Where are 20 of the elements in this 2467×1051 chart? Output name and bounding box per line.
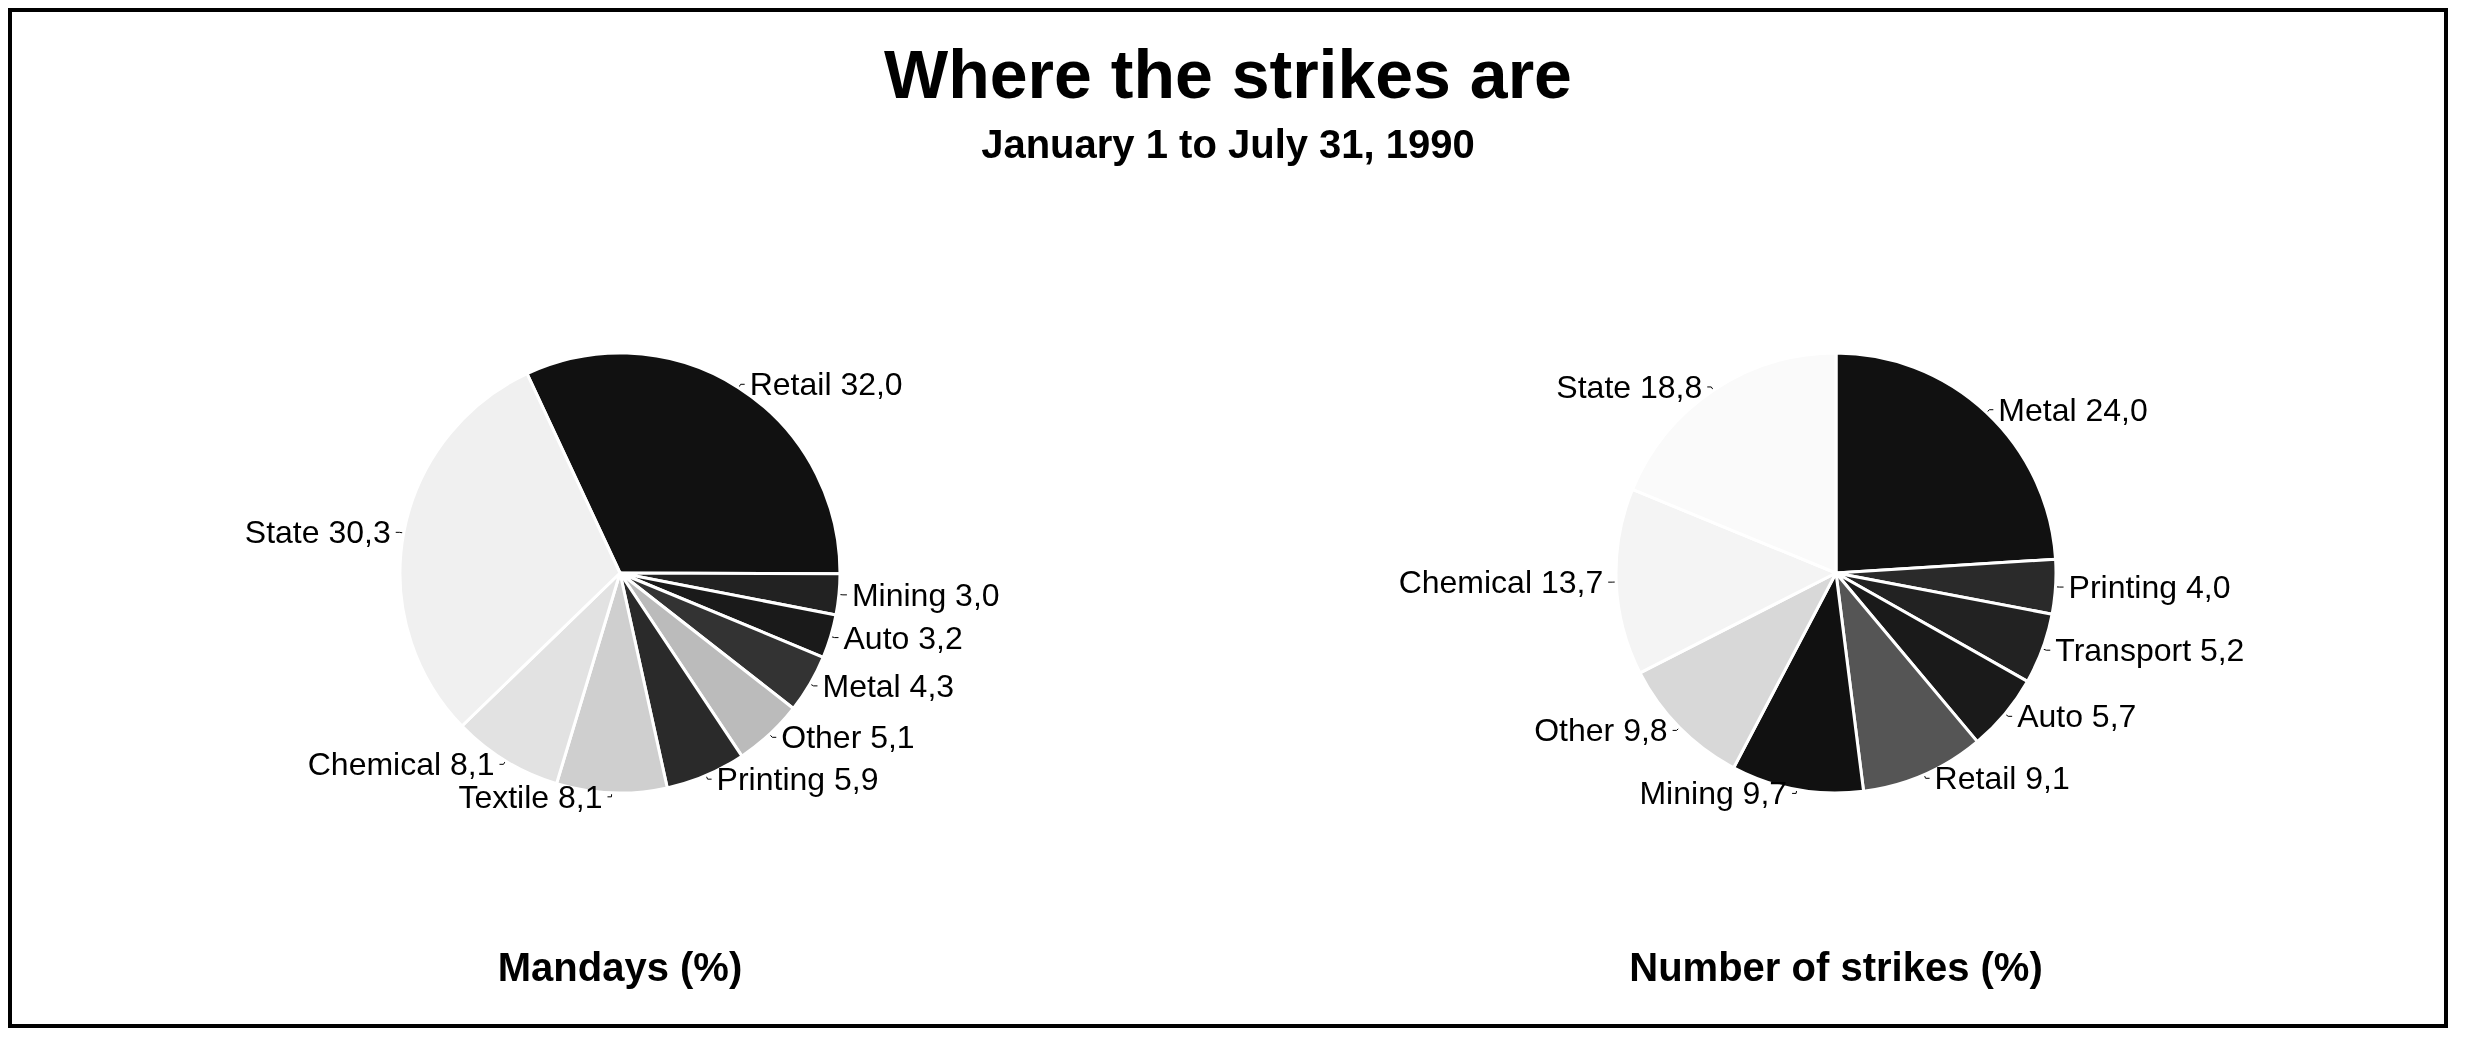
- slice-label: Mining 9,7: [1639, 775, 1788, 812]
- slice-label: Other 9,8: [1534, 712, 1668, 749]
- slice-label: Chemical 13,7: [1398, 564, 1604, 601]
- slice-label: Retail 9,1: [1934, 760, 2070, 797]
- text: Mandays (%): [497, 945, 743, 989]
- slice-label: Metal 4,3: [822, 667, 955, 704]
- text: January 1 to July 31, 1990: [980, 121, 1476, 168]
- slice-label: Retail 32,0: [749, 366, 903, 403]
- text: Number of strikes (%): [1629, 945, 2043, 989]
- slice-label: Mining 3,0: [851, 576, 1000, 613]
- slice-label: State 18,8: [1556, 368, 1703, 405]
- slice-label: Printing 5,9: [716, 761, 879, 798]
- slice-label: State 30,3: [244, 514, 391, 551]
- text: Where the strikes are: [883, 35, 1573, 114]
- slice-label: Other 5,1: [781, 719, 915, 756]
- slice-label: Auto 3,2: [843, 619, 963, 656]
- slice-label: Metal 24,0: [1998, 391, 2148, 428]
- slice-label: Transport 5,2: [2055, 632, 2245, 669]
- slice-label: Auto 5,7: [2017, 698, 2137, 735]
- slice-label: Printing 4,0: [2068, 569, 2231, 606]
